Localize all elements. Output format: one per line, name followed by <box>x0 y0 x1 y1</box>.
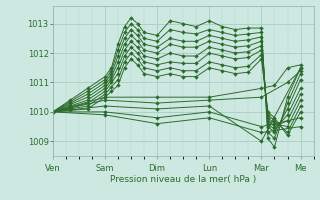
X-axis label: Pression niveau de la mer( hPa ): Pression niveau de la mer( hPa ) <box>110 175 256 184</box>
